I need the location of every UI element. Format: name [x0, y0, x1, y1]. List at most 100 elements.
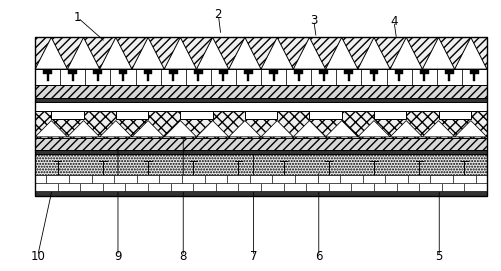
Bar [396, 183, 418, 191]
Bar [69, 175, 91, 183]
Bar [58, 183, 80, 191]
Text: 5: 5 [435, 250, 442, 263]
Text: 4: 4 [390, 15, 397, 28]
Bar [136, 175, 159, 183]
Bar [180, 111, 212, 119]
Bar [283, 183, 306, 191]
Bar [35, 138, 486, 150]
Bar [419, 70, 428, 74]
Bar [362, 175, 385, 183]
Bar [269, 70, 278, 74]
Bar [118, 70, 127, 74]
Polygon shape [421, 37, 454, 69]
Polygon shape [325, 37, 357, 69]
Polygon shape [421, 121, 454, 137]
Text: 9: 9 [114, 250, 121, 263]
Bar [317, 175, 340, 183]
Bar [373, 183, 396, 191]
Bar [51, 111, 83, 119]
Bar [92, 175, 114, 183]
Text: 2: 2 [214, 8, 221, 21]
Bar [294, 70, 303, 74]
Polygon shape [389, 37, 421, 69]
Polygon shape [132, 37, 164, 69]
Bar [148, 183, 170, 191]
Bar [244, 111, 277, 119]
Bar [344, 70, 353, 74]
Polygon shape [196, 37, 228, 69]
Bar [97, 74, 99, 81]
Bar [272, 175, 295, 183]
Bar [373, 111, 405, 119]
Polygon shape [293, 37, 325, 69]
Text: 8: 8 [179, 250, 186, 263]
Bar [47, 74, 49, 81]
Bar [35, 37, 486, 69]
Polygon shape [67, 121, 100, 137]
Polygon shape [261, 121, 293, 137]
Bar [35, 69, 486, 85]
Polygon shape [100, 121, 132, 137]
Bar [222, 74, 224, 81]
Bar [114, 175, 136, 183]
Bar [463, 183, 486, 191]
Bar [394, 70, 403, 74]
Bar [35, 37, 486, 196]
Bar [80, 183, 103, 191]
Bar [35, 175, 47, 183]
Bar [306, 183, 328, 191]
Bar [447, 74, 449, 81]
Text: 7: 7 [249, 250, 257, 263]
Text: 1: 1 [74, 11, 81, 24]
Text: 6: 6 [315, 250, 322, 263]
Bar [472, 74, 474, 81]
Bar [418, 183, 441, 191]
Polygon shape [389, 121, 421, 137]
Bar [474, 175, 486, 183]
Polygon shape [196, 121, 228, 137]
Polygon shape [164, 121, 196, 137]
Polygon shape [228, 121, 261, 137]
Text: 10: 10 [30, 250, 45, 263]
Bar [122, 74, 124, 81]
Bar [143, 70, 152, 74]
Bar [372, 74, 374, 81]
Polygon shape [293, 121, 325, 137]
Bar [247, 74, 249, 81]
Bar [309, 111, 341, 119]
Bar [35, 98, 486, 102]
Bar [116, 111, 148, 119]
Bar [422, 74, 424, 81]
Polygon shape [325, 121, 357, 137]
Bar [204, 175, 226, 183]
Bar [170, 183, 193, 191]
Bar [215, 183, 238, 191]
Polygon shape [357, 37, 389, 69]
Bar [469, 70, 478, 74]
Bar [35, 191, 486, 196]
Bar [68, 70, 77, 74]
Bar [43, 70, 52, 74]
Bar [397, 74, 399, 81]
Bar [295, 175, 317, 183]
Polygon shape [454, 121, 486, 137]
Bar [297, 74, 299, 81]
Text: 3: 3 [310, 14, 317, 27]
Polygon shape [100, 37, 132, 69]
Bar [340, 175, 362, 183]
Bar [93, 70, 102, 74]
Bar [347, 74, 349, 81]
Bar [430, 175, 452, 183]
Bar [197, 74, 199, 81]
Polygon shape [132, 121, 164, 137]
Bar [218, 70, 227, 74]
Bar [35, 150, 486, 154]
Bar [168, 70, 177, 74]
Polygon shape [228, 37, 261, 69]
Polygon shape [35, 121, 67, 137]
Bar [72, 74, 74, 81]
Bar [226, 175, 249, 183]
Bar [35, 175, 486, 191]
Bar [193, 183, 215, 191]
Bar [193, 70, 202, 74]
